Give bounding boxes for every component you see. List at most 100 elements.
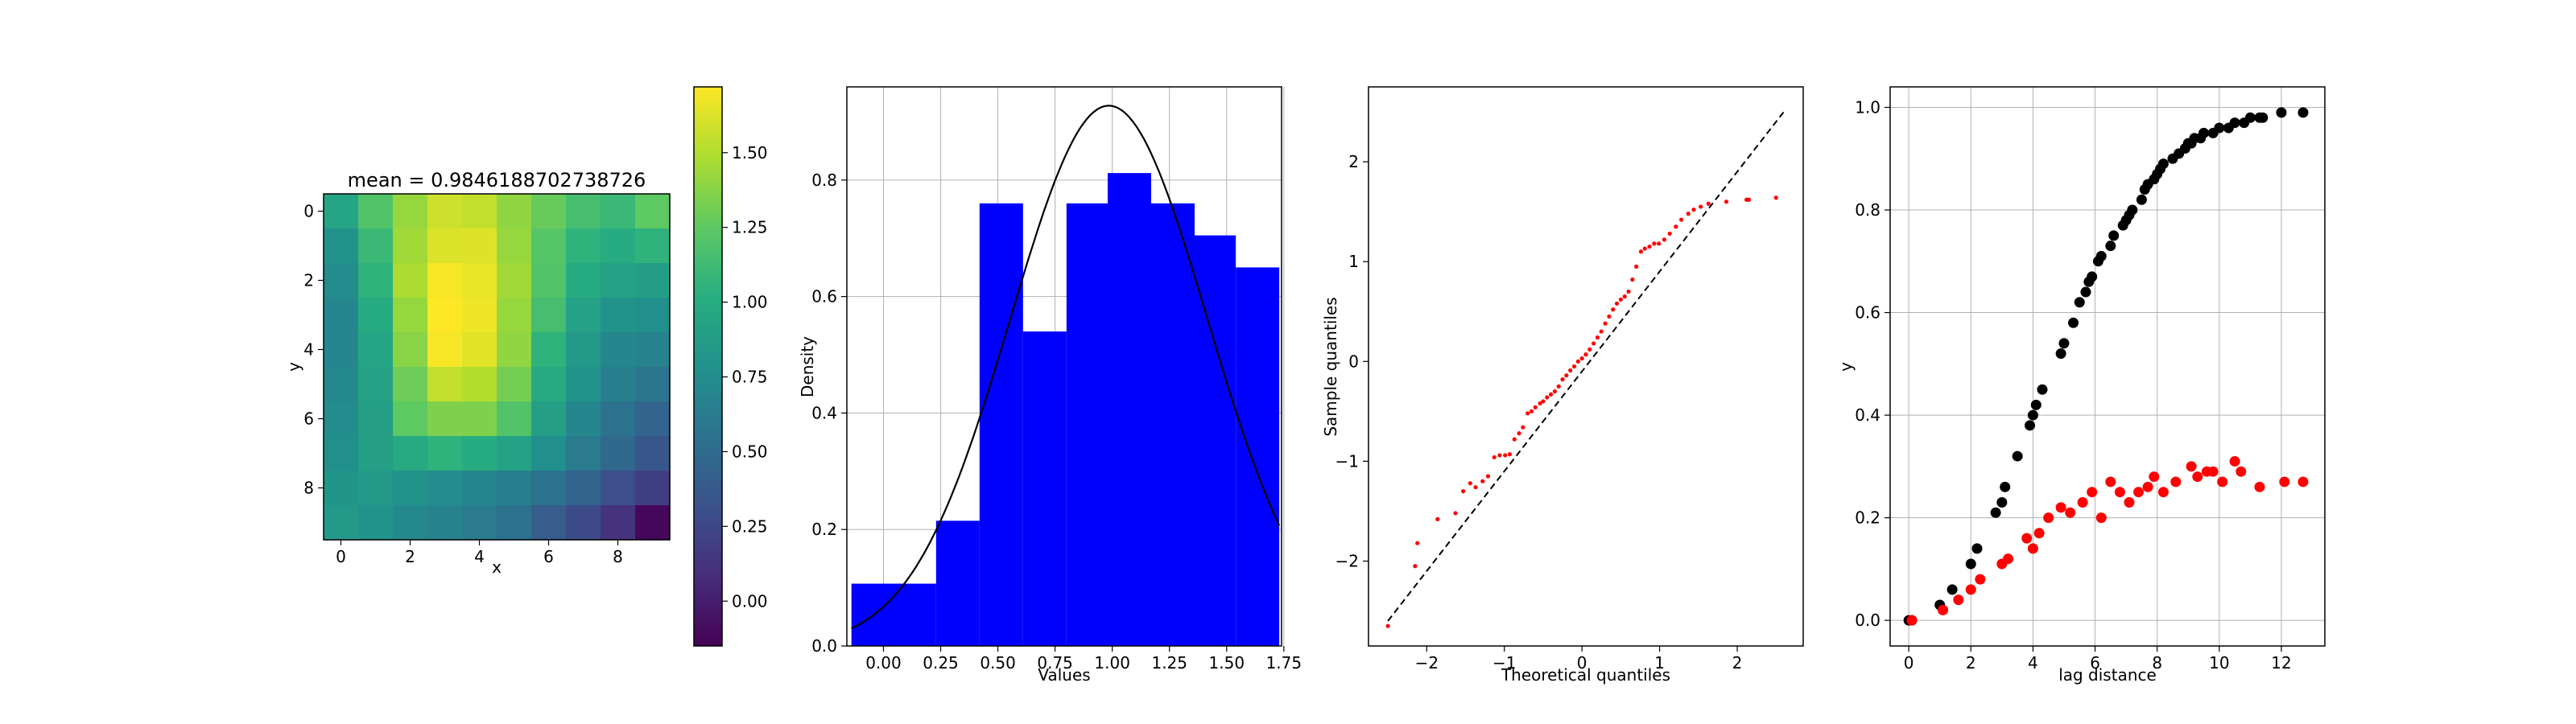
qq-point	[1686, 212, 1690, 216]
heatmap-cell	[393, 194, 428, 229]
heatmap-cell	[566, 332, 601, 368]
heatmap-cell	[427, 471, 463, 506]
histogram-bar	[851, 583, 936, 646]
heatmap-ytick-label: 0	[303, 202, 314, 221]
variogram-point	[2105, 476, 2116, 487]
heatmap-cell	[497, 471, 532, 506]
normal-fit-curve	[851, 105, 1281, 630]
variogram-point	[2192, 471, 2203, 483]
heatmap-cells	[324, 194, 671, 541]
heatmap-cell	[531, 367, 567, 402]
qq-point	[1545, 395, 1550, 400]
qq-reference-line	[1387, 111, 1785, 622]
qq-point	[1468, 481, 1472, 486]
histogram-frame	[846, 86, 1282, 647]
variogram-point	[2297, 476, 2309, 487]
heatmap-cell	[497, 367, 532, 402]
heatmap-cell	[497, 505, 532, 541]
colorbar-tick-label: 1.25	[732, 218, 768, 237]
qq-point	[1630, 277, 1635, 282]
variogram-panel: 0 2 4 6 8 10 12 0.0 0.2 0.4 0.6 0.8 1.0 lag distance…	[1836, 86, 2326, 685]
qq-point	[1591, 341, 1596, 346]
variogram-point	[2003, 553, 2014, 565]
heatmap-cell	[601, 194, 636, 229]
variogram-point	[2000, 481, 2011, 492]
qq-point	[1667, 231, 1672, 237]
variogram-xtick-label: 2	[1966, 653, 1976, 673]
qq-point	[1568, 368, 1573, 373]
heatmap-xtick-label: 4	[474, 547, 485, 566]
heatmap-cell	[324, 401, 359, 437]
variogram-point	[2055, 502, 2066, 513]
qq-xtick-label: −1	[1492, 653, 1516, 673]
qq-point	[1773, 195, 1778, 200]
qq-ytick-label: 0	[1348, 352, 1359, 371]
qq-point	[1492, 455, 1496, 460]
heatmap-cell	[566, 298, 601, 333]
variogram-xtick-label: 10	[2209, 653, 2229, 673]
heatmap-cell	[566, 401, 601, 437]
heatmap-cell	[393, 436, 428, 471]
heatmap-cell	[601, 228, 636, 264]
qq-point	[1595, 335, 1600, 340]
qq-ylabel: Sample quantiles	[1321, 297, 1340, 436]
heatmap-cell	[427, 332, 463, 368]
qq-frame	[1368, 86, 1804, 647]
heatmap-cell	[462, 194, 497, 229]
heatmap-cell	[393, 228, 428, 264]
variogram-point	[1906, 615, 1918, 626]
colorbar-tick-label: 0.00	[732, 591, 768, 611]
histogram-xtick-label: 0.25	[923, 653, 959, 673]
variogram-point	[2087, 271, 2098, 282]
variogram-ylabel: y	[1836, 362, 1856, 372]
histogram-bar	[935, 520, 980, 646]
heatmap-cell	[358, 471, 394, 506]
qq-point	[1435, 516, 1440, 521]
variogram-xtick-label: 0	[1904, 653, 1914, 673]
qq-point	[1556, 384, 1561, 389]
qq-point	[1657, 241, 1662, 246]
qq-point	[1614, 301, 1620, 306]
histogram-xtick-label: 1.25	[1151, 653, 1187, 673]
heatmap-cell	[566, 367, 601, 402]
variogram-point	[2229, 117, 2240, 129]
qq-point	[1599, 329, 1604, 334]
heatmap-ylabel: y	[284, 362, 303, 372]
heatmap-cell	[324, 228, 359, 264]
heatmap-cell	[358, 228, 394, 264]
heatmap-cell	[462, 263, 497, 298]
heatmap-cell	[358, 263, 394, 298]
qq-point	[1622, 294, 1627, 299]
variogram-point	[2058, 338, 2070, 349]
variogram-xtick-label: 4	[2028, 653, 2038, 673]
variogram-point	[2108, 230, 2120, 241]
colorbar-tick-label: 1.00	[732, 293, 768, 312]
heatmap-cell	[462, 436, 497, 471]
heatmap-cell	[358, 194, 394, 229]
variogram-point	[2055, 348, 2066, 360]
qq-point	[1552, 389, 1558, 394]
variogram-point	[2077, 496, 2088, 508]
heatmap-cell	[358, 367, 394, 402]
variogram-point	[2244, 112, 2256, 123]
heatmap-cell	[324, 194, 359, 229]
heatmap-xlabel: x	[492, 557, 502, 577]
qq-point	[1724, 200, 1729, 204]
heatmap-ticks: 0 2 4 6 8 0 2 4 6 8	[303, 202, 623, 567]
variogram-points	[1903, 107, 2309, 626]
heatmap-ytick-label: 8	[303, 479, 314, 498]
qq-ytick-label: 2	[1348, 152, 1359, 171]
qq-point	[1662, 237, 1666, 242]
heatmap-cell	[393, 471, 428, 506]
qq-point	[1746, 197, 1752, 202]
histogram-bar	[979, 203, 1023, 646]
variogram-point	[1965, 584, 1976, 595]
heatmap-cell	[393, 505, 428, 541]
variogram-point	[2030, 399, 2041, 410]
heatmap-panel: mean = 0.9846188702738726 0 2 4 6 8 0 2 4 6 8 x y	[284, 169, 671, 577]
heatmap-cell	[566, 263, 601, 298]
variogram-point	[2127, 204, 2138, 216]
variogram-point	[1953, 594, 1964, 606]
heatmap-title: mean = 0.9846188702738726	[348, 169, 646, 191]
qq-point	[1497, 453, 1502, 458]
